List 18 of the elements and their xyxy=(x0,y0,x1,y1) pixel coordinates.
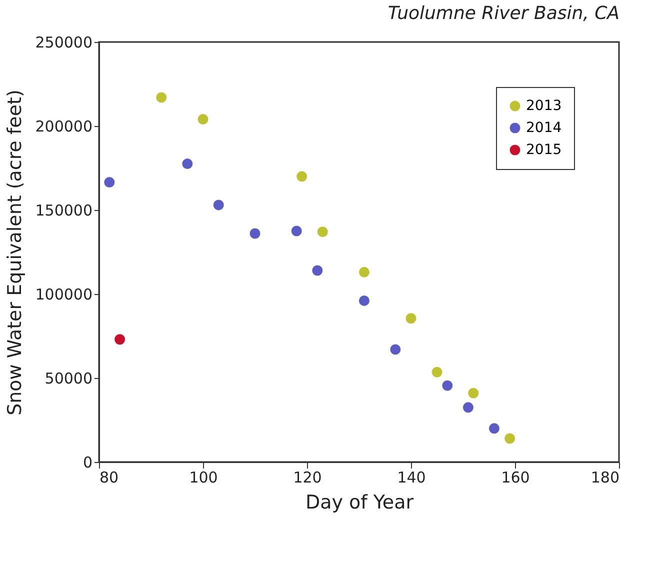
legend-label: 2013 xyxy=(526,98,562,114)
legend-label: 2015 xyxy=(526,142,562,158)
x-tick-label: 160 xyxy=(501,468,530,486)
chart-title: Tuolumne River Basin, CA xyxy=(388,3,620,24)
y-tick-label: 150000 xyxy=(35,202,92,220)
y-tick-label: 0 xyxy=(82,454,92,472)
y-axis-title: Snow Water Equivalent (acre feet) xyxy=(4,90,26,416)
x-tick-label: 180 xyxy=(590,468,620,486)
x-tick-label: 80 xyxy=(100,468,119,486)
y-tick-label: 100000 xyxy=(35,286,92,304)
x-axis-title: Day of Year xyxy=(305,492,414,514)
y-tick-label: 250000 xyxy=(35,34,92,52)
y-tick-label: 200000 xyxy=(35,118,92,136)
x-tick-label: 100 xyxy=(189,468,218,486)
x-tick-label: 140 xyxy=(397,468,426,486)
x-tick-label: 120 xyxy=(293,468,322,486)
y-tick-label: 50000 xyxy=(44,370,92,388)
legend-label: 2014 xyxy=(526,120,562,136)
